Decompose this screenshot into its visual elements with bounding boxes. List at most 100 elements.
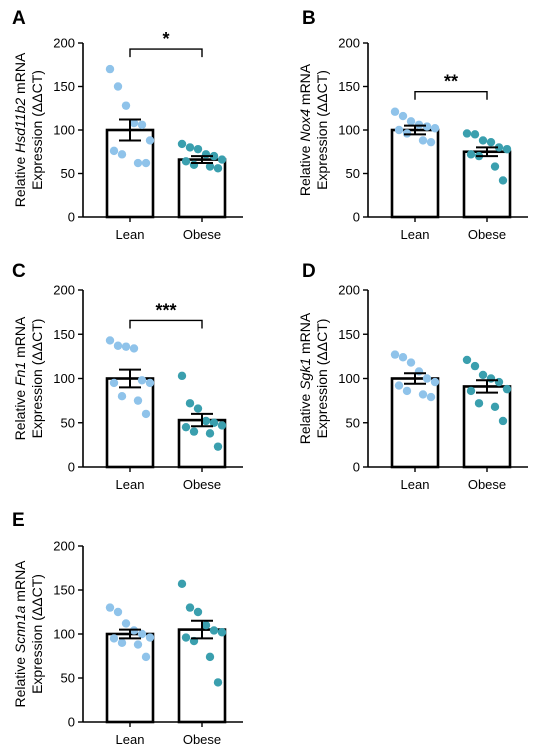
y-axis-label-line2: Expression (ΔΔCT): [314, 70, 330, 190]
data-point-lean: [406, 358, 416, 367]
data-point-lean: [394, 125, 404, 135]
data-point-obese: [490, 402, 500, 412]
data-point-lean: [398, 353, 408, 362]
data-point-lean: [137, 629, 147, 639]
x-tick-label: Lean: [401, 227, 430, 242]
significance-marker: ***: [155, 300, 176, 320]
significance-marker: *: [162, 29, 169, 49]
data-point-obese: [201, 621, 211, 630]
y-axis-label-line2: Expression (ΔΔCT): [29, 319, 45, 439]
data-point-obese: [209, 626, 219, 635]
data-point-obese: [205, 162, 215, 171]
data-point-obese: [181, 633, 191, 642]
bar-obese: [462, 385, 512, 469]
bar-lean: [105, 632, 155, 724]
x-tick-label: Obese: [468, 477, 506, 492]
data-point-obese: [201, 416, 211, 426]
data-point-lean: [121, 619, 131, 628]
data-point-lean: [394, 381, 404, 390]
data-point-lean: [426, 392, 436, 402]
panel-a: A 0 50 100 150 200 Relative Hsd11b2 mRNA Expres…: [12, 8, 243, 242]
x-tick-label: Lean: [116, 732, 145, 747]
x-tick-label: Obese: [468, 227, 506, 242]
data-point-lean: [129, 118, 139, 128]
y-axis-label: Relative Fn1 mRNA: [12, 316, 28, 440]
y-tick-label: 100: [338, 123, 360, 138]
data-point-lean: [109, 378, 119, 388]
y-axis-label-prefix: Relative: [12, 153, 28, 207]
x-tick-label: Lean: [116, 227, 145, 242]
data-point-obese: [498, 176, 508, 185]
data-point-lean: [422, 122, 432, 131]
data-point-lean: [430, 124, 440, 133]
data-point-lean: [141, 409, 151, 419]
data-point-obese: [217, 421, 227, 430]
significance-marker: **: [444, 72, 458, 92]
data-point-lean: [145, 136, 155, 145]
data-point-lean: [117, 638, 127, 647]
data-point-obese: [502, 384, 512, 394]
x-tick-label: Obese: [183, 227, 221, 242]
data-point-lean: [113, 341, 123, 350]
significance-bracket: [129, 319, 203, 329]
y-axis-label: Relative Hsd11b2 mRNA: [12, 52, 28, 207]
y-axis-label-prefix: Relative: [297, 142, 313, 196]
bar-lean: [390, 377, 440, 469]
y-tick-label: 150: [338, 327, 360, 342]
data-point-obese: [177, 579, 187, 589]
data-point-lean: [109, 634, 119, 643]
data-point-lean: [426, 137, 436, 147]
data-point-obese: [486, 374, 496, 383]
y-tick-label: 200: [338, 283, 360, 298]
data-point-lean: [137, 376, 147, 385]
data-point-obese: [209, 418, 219, 427]
data-point-obese: [213, 678, 223, 687]
panel-e: E 0 50 100 150 200 Relative Scnn1a mRNA Express…: [12, 510, 243, 747]
y-tick-label: 50: [61, 415, 75, 430]
bar-lean: [105, 128, 155, 219]
data-point-lean: [121, 101, 131, 110]
y-axis-label-line2: Expression (ΔΔCT): [29, 70, 45, 190]
data-point-lean: [390, 107, 400, 116]
data-point-obese: [185, 603, 195, 612]
panel-letter: D: [302, 261, 316, 282]
data-point-obese: [478, 370, 488, 380]
y-tick-label: 0: [353, 210, 360, 225]
y-axis-label-suffix: mRNA: [12, 52, 28, 98]
y-axis-label-line2: Expression (ΔΔCT): [314, 319, 330, 439]
y-tick-label: 50: [346, 415, 360, 430]
data-point-lean: [402, 386, 412, 396]
data-point-obese: [217, 628, 227, 637]
y-tick-label: 100: [53, 627, 75, 642]
y-axis-label-suffix: mRNA: [297, 63, 313, 109]
data-point-lean: [133, 396, 143, 405]
panel-d: D 0 50 100 150 200 Relative Sgk1 mRNA Expressio…: [297, 261, 528, 492]
data-point-obese: [205, 429, 215, 438]
y-tick-label: 100: [53, 123, 75, 138]
panel-letter: C: [12, 261, 26, 282]
significance-bracket: [414, 91, 488, 100]
panel-b: B 0 50 100 150 200 Relative Nox4 mRNA Expressio…: [297, 8, 528, 242]
data-point-obese: [462, 355, 472, 365]
y-tick-label: 200: [53, 36, 75, 51]
data-point-obese: [177, 371, 187, 381]
data-point-lean: [109, 146, 119, 156]
y-axis-label-prefix: Relative: [12, 386, 28, 440]
data-point-lean: [141, 652, 151, 662]
data-point-lean: [418, 390, 428, 399]
data-point-obese: [213, 164, 223, 173]
y-axis-label: Relative Nox4 mRNA: [297, 63, 313, 196]
data-point-lean: [113, 607, 123, 617]
data-point-obese: [177, 139, 187, 149]
bar-lean: [105, 377, 155, 469]
data-point-obese: [181, 157, 191, 166]
data-point-lean: [121, 342, 131, 351]
y-tick-label: 200: [338, 36, 360, 51]
data-point-obese: [193, 607, 203, 617]
bar-obese: [177, 628, 227, 724]
panel-letter: B: [302, 8, 316, 29]
data-point-obese: [498, 416, 508, 426]
y-axis-label-gene: Fn1: [12, 362, 28, 386]
y-tick-label: 150: [338, 79, 360, 94]
